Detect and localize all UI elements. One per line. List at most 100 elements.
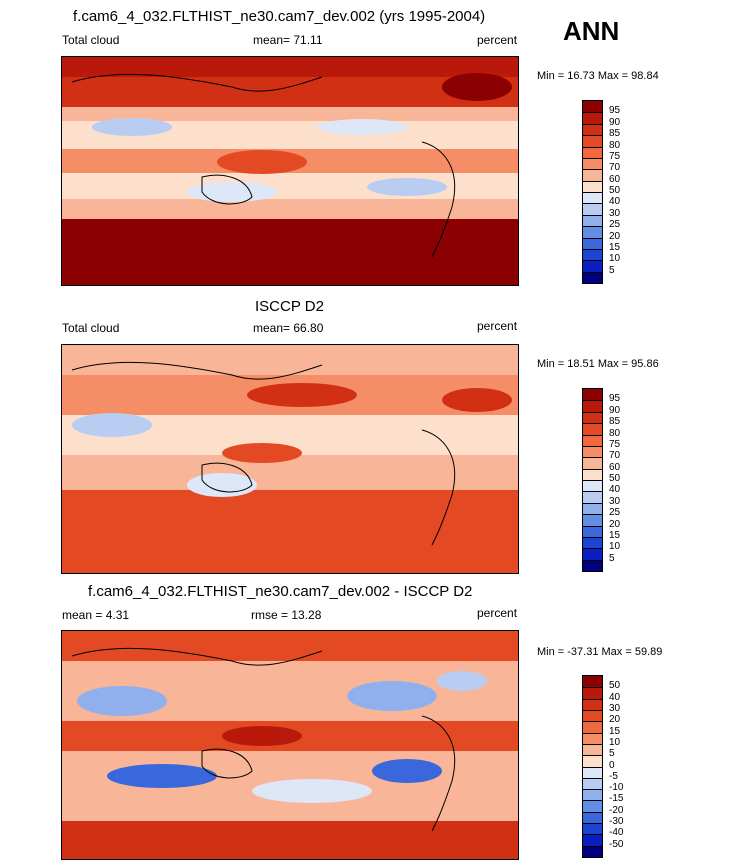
colorbar-swatch bbox=[583, 698, 602, 710]
colorbar-swatch bbox=[583, 411, 602, 424]
colorbar-swatch bbox=[583, 445, 602, 458]
colorbar-tick-label: 80 bbox=[609, 427, 621, 439]
colorbar-swatch bbox=[583, 514, 602, 526]
panel2-map-field bbox=[62, 345, 518, 573]
colorbar-tick-label: 70 bbox=[609, 162, 621, 174]
colorbar-swatch bbox=[583, 457, 602, 469]
colorbar-tick-label: 85 bbox=[609, 128, 621, 140]
colorbar-tick-label: 20 bbox=[609, 230, 621, 242]
colorbar-swatch bbox=[583, 260, 602, 272]
colorbar-tick-label: 80 bbox=[609, 139, 621, 151]
panel2-units-label: percent bbox=[477, 319, 518, 333]
colorbar-tick-label: 5 bbox=[609, 748, 615, 760]
colorbar-tick-label: 40 bbox=[609, 196, 621, 208]
panel2-mean-label: mean= 66.80 bbox=[253, 321, 324, 335]
panel1-units-label: percent bbox=[477, 33, 518, 47]
colorbar-tick-label: 20 bbox=[609, 714, 621, 726]
colorbar-swatch bbox=[583, 400, 602, 412]
colorbar-swatch bbox=[583, 834, 602, 846]
colorbar-swatch bbox=[583, 480, 602, 492]
colorbar-tick-label: 50 bbox=[609, 185, 621, 196]
panel3-units-label: percent bbox=[477, 606, 518, 620]
colorbar-tick-label: 95 bbox=[609, 393, 621, 405]
colorbar-swatch bbox=[583, 123, 602, 136]
panel2-minmax: Min = 18.51 Max = 95.86 bbox=[537, 358, 659, 370]
colorbar-tick-label: -30 bbox=[609, 816, 624, 828]
colorbar-tick-label: 20 bbox=[609, 518, 621, 530]
colorbar-tick-label: 10 bbox=[609, 253, 621, 265]
colorbar-swatch bbox=[583, 226, 602, 238]
panel1-map bbox=[61, 56, 519, 286]
colorbar-swatch bbox=[583, 180, 602, 192]
panel3-map-field bbox=[62, 631, 518, 859]
colorbar-swatch bbox=[583, 789, 602, 801]
colorbar-swatch bbox=[583, 743, 602, 756]
season-label: ANN bbox=[563, 16, 620, 46]
colorbar-swatch bbox=[583, 559, 602, 571]
colorbar-tick-label: 5 bbox=[609, 264, 615, 276]
panel3-rmse-label: rmse = 13.28 bbox=[251, 608, 322, 622]
panel1-map-field bbox=[62, 57, 518, 285]
colorbar-swatch bbox=[583, 845, 602, 857]
colorbar-tick-label: 40 bbox=[609, 484, 621, 496]
colorbar-swatch bbox=[583, 423, 602, 435]
colorbar-swatch bbox=[583, 101, 602, 113]
colorbar-tick-label: 70 bbox=[609, 450, 621, 462]
colorbar-swatch bbox=[583, 548, 602, 560]
colorbar-tick-label: -10 bbox=[609, 782, 624, 794]
colorbar-swatch bbox=[583, 687, 602, 699]
colorbar-swatch bbox=[583, 468, 602, 480]
colorbar-swatch bbox=[583, 766, 602, 778]
colorbar-swatch bbox=[583, 536, 602, 549]
colorbar-swatch bbox=[583, 811, 602, 824]
panel2-colorbar bbox=[582, 388, 603, 572]
panel3-mean-label: mean = 4.31 bbox=[62, 608, 130, 622]
colorbar-swatch bbox=[583, 214, 602, 227]
colorbar-tick-label: -50 bbox=[609, 838, 624, 850]
colorbar-tick-label: 30 bbox=[609, 207, 621, 219]
panel3-title: f.cam6_4_032.FLTHIST_ne30.cam7_dev.002 -… bbox=[88, 583, 473, 600]
colorbar-tick-label: 25 bbox=[609, 219, 621, 231]
colorbar-tick-label: 50 bbox=[609, 680, 621, 692]
colorbar-tick-label: -15 bbox=[609, 793, 624, 805]
colorbar-swatch bbox=[583, 146, 602, 158]
colorbar-tick-label: -5 bbox=[609, 770, 618, 782]
panel1-title: f.cam6_4_032.FLTHIST_ne30.cam7_dev.002 (… bbox=[73, 8, 486, 25]
panel1-variable-label: Total cloud bbox=[62, 33, 120, 47]
colorbar-tick-label: 90 bbox=[609, 116, 621, 128]
colorbar-tick-label: 60 bbox=[609, 173, 621, 185]
colorbar-swatch bbox=[583, 491, 602, 503]
colorbar-tick-label: 15 bbox=[609, 529, 621, 541]
colorbar-swatch bbox=[583, 157, 602, 170]
colorbar-tick-label: 25 bbox=[609, 507, 621, 519]
colorbar-swatch bbox=[583, 434, 602, 446]
colorbar-tick-label: 75 bbox=[609, 438, 621, 450]
colorbar-tick-label: 75 bbox=[609, 150, 621, 162]
colorbar-swatch bbox=[583, 709, 602, 722]
colorbar-swatch bbox=[583, 192, 602, 204]
panel3-map bbox=[61, 630, 519, 860]
colorbar-tick-label: -40 bbox=[609, 827, 624, 839]
colorbar-swatch bbox=[583, 525, 602, 537]
panel3-colorbar bbox=[582, 675, 603, 858]
colorbar-tick-label: 30 bbox=[609, 702, 621, 714]
panel1-colorbar bbox=[582, 100, 603, 284]
panel1-mean-label: mean= 71.11 bbox=[253, 33, 323, 47]
colorbar-swatch bbox=[583, 676, 602, 688]
colorbar-swatch bbox=[583, 502, 602, 515]
colorbar-tick-label: -20 bbox=[609, 804, 624, 816]
colorbar-tick-label: 95 bbox=[609, 105, 621, 117]
colorbar-swatch bbox=[583, 169, 602, 181]
panel2-title: ISCCP D2 bbox=[255, 298, 324, 315]
colorbar-swatch bbox=[583, 248, 602, 261]
colorbar-swatch bbox=[583, 777, 602, 790]
colorbar-swatch bbox=[583, 271, 602, 283]
colorbar-tick-label: 50 bbox=[609, 473, 621, 484]
panel1-minmax: Min = 16.73 Max = 98.84 bbox=[537, 70, 659, 82]
panel2-variable-label: Total cloud bbox=[62, 321, 120, 335]
colorbar-tick-label: 90 bbox=[609, 404, 621, 416]
colorbar-swatch bbox=[583, 389, 602, 401]
colorbar-swatch bbox=[583, 237, 602, 249]
colorbar-swatch bbox=[583, 203, 602, 215]
colorbar-swatch bbox=[583, 823, 602, 835]
